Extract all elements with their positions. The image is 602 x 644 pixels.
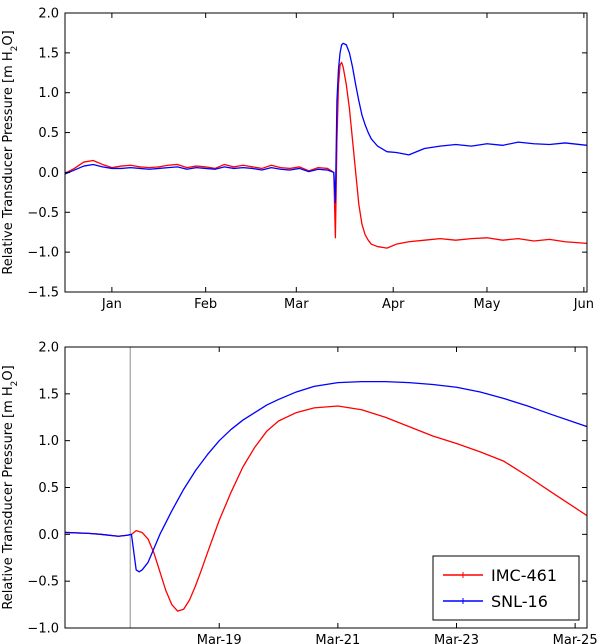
series-line-imc-461 — [65, 405, 587, 612]
y-tick-label: 0.0 — [38, 166, 59, 181]
x-tick-label: Feb — [194, 297, 217, 312]
y-tick-label: −1.5 — [27, 286, 59, 301]
chart-panel-2: −1.0 −0.5 0.0 0.5 1.0 1.5 2.0 Mar-19 Mar-21 Mar-2… — [1, 341, 598, 644]
y-tick-label: 0.5 — [38, 481, 59, 496]
y-tick-label: −0.5 — [27, 206, 59, 221]
x-tick-label: Mar-21 — [315, 633, 360, 644]
y-tick-label: 1.5 — [38, 387, 59, 402]
y-tick-label: 2.0 — [38, 341, 59, 356]
y-tick-label: 1.0 — [38, 434, 59, 449]
y-tick-label: 0.0 — [38, 528, 59, 543]
plot-frame — [64, 12, 588, 293]
x-tick-label: May — [474, 297, 501, 312]
legend-marker — [460, 572, 466, 578]
x-tick-label: Mar-23 — [434, 633, 479, 644]
x-tick-label: Jun — [573, 297, 594, 312]
x-tick-label: Apr — [382, 297, 405, 312]
y-tick-label: −1.0 — [27, 622, 59, 637]
legend-box — [432, 555, 580, 621]
y-tick-label: 1.0 — [38, 86, 59, 101]
y-tick-label: 1.5 — [38, 46, 59, 61]
y-axis-label: Relative Transducer Pressure [m H2O] — [1, 30, 20, 274]
x-tick-label: Mar — [284, 297, 309, 312]
y-tick-label: −0.5 — [27, 575, 59, 590]
legend: IMC-461 SNL-16 — [432, 555, 580, 621]
y-tick-label: −1.0 — [27, 246, 59, 261]
x-tick-label: Mar-25 — [553, 633, 598, 644]
series-line-snl-16 — [65, 42, 587, 204]
legend-marker — [460, 598, 466, 604]
y-tick-label: 0.5 — [38, 126, 59, 141]
series-line-snl-16 — [65, 381, 587, 573]
x-tick-label: Mar-19 — [197, 633, 242, 644]
y-axis-label: Relative Transducer Pressure [m H2O] — [1, 365, 20, 609]
chart-panel-1: −1.5 −1.0 −0.5 0.0 0.5 1.0 1.5 2.0 Jan Feb Mar Apr M… — [1, 7, 594, 313]
legend-label-snl-16: SNL-16 — [491, 592, 548, 611]
y-tick-label: 2.0 — [38, 7, 59, 22]
x-tick-label: Jan — [101, 297, 122, 312]
series-line-imc-461 — [65, 61, 587, 249]
legend-label-imc-461: IMC-461 — [491, 566, 557, 585]
